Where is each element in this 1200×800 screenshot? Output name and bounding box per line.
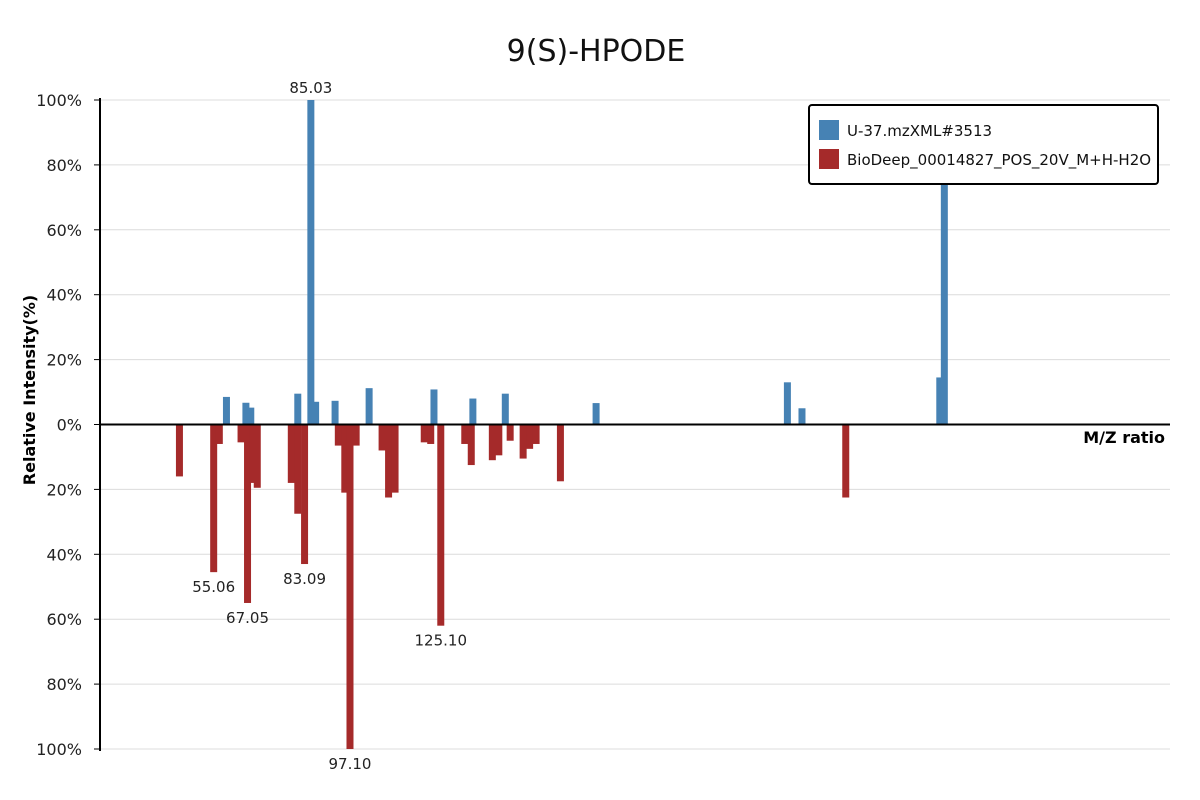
query-peak-bar [307,100,315,425]
reference-peak-bar [175,424,183,477]
reference-peak-bar [506,424,514,441]
peak-label: 67.05 [226,609,269,627]
legend-swatch-series-1 [819,120,839,140]
reference-peak-bar [532,424,540,444]
query-peak-bar [365,388,373,425]
query-peak-bar [430,389,438,425]
query-peak-bar [242,402,250,425]
y-tick-label: 20% [46,351,82,370]
reference-peak-bar [334,424,342,446]
query-peak-bar [469,398,477,425]
peak-label: 97.10 [329,755,372,773]
peak-labels: 85.03 55.06 67.05 83.09 97.10 125.10 [192,79,467,773]
peak-label: 125.10 [415,632,468,650]
y-tick-label: 40% [46,545,82,564]
legend-label-series-2: BioDeep_00014827_POS_20V_M+H-H2O [847,151,1151,170]
reference-peak-bar [427,424,435,444]
query-peak-bar [294,393,302,425]
y-tick-label: 0% [57,416,82,435]
y-tick-label: 80% [46,675,82,694]
query-peak-bar [936,377,944,425]
reference-peak-bar [287,424,295,483]
peak-label: 55.06 [192,578,235,596]
legend-label-series-1: U-37.mzXML#3513 [847,122,992,140]
legend-swatch-series-2 [819,149,839,169]
y-tick-label: 40% [46,286,82,305]
reference-peak-bar [385,424,393,498]
reference-peak-bar [519,424,527,459]
grid [100,99,1170,750]
query-peak-bar [783,382,791,425]
y-tick-label: 60% [46,221,82,240]
query-peak-bar [331,400,339,425]
reference-peak-bar [249,424,257,483]
reference-peak-bar [467,424,475,466]
y-axis-ticks: 100% 80% 60% 40% 20% 0% 20% 40% 60% 80% 100% [36,91,100,759]
reference-peak-bar [301,424,309,565]
query-peak-bar [798,408,806,425]
y-tick-label: 100% [36,740,82,759]
reference-peak-bar [244,424,252,603]
peak-label: 83.09 [283,570,326,588]
reference-peak-bar [842,424,850,498]
reference-peak-bar [437,424,445,626]
query-peak-bar [940,177,948,425]
reference-peak-bar [294,424,302,514]
reference-peak-bar [495,424,503,456]
reference-peak-bar [210,424,218,573]
query-peak-bar [312,401,320,425]
legend: U-37.mzXML#3513 BioDeep_00014827_POS_20V… [808,104,1159,185]
chart-title: 9(S)-HPODE [507,34,686,69]
x-axis-title: M/Z ratio [1083,428,1165,447]
reference-peak-bar [346,424,354,749]
query-peak-bar [247,407,255,425]
reference-peak-bar [237,424,245,443]
y-tick-label: 20% [46,480,82,499]
y-tick-label: 80% [46,156,82,175]
y-tick-label: 100% [36,91,82,110]
legend-box [808,104,1159,185]
reference-peak-bar [391,424,399,493]
y-tick-label: 60% [46,610,82,629]
reference-peak-bar [215,424,223,444]
reference-peak-bar [461,424,469,444]
query-peak-bar [222,396,230,425]
reference-peak-bar [556,424,564,482]
reference-peak-bar [352,424,360,446]
peak-bars [175,100,948,749]
reference-peak-bar [526,424,534,449]
query-peak-bar [501,393,509,425]
peak-label: 85.03 [289,79,332,97]
reference-peak-bar [488,424,496,461]
reference-peak-bar [378,424,386,451]
reference-peak-bar [420,424,428,443]
y-axis-title: Relative Intensity(%) [20,295,39,485]
reference-peak-bar [341,424,349,493]
reference-peak-bar [253,424,261,488]
query-peak-bar [592,403,600,425]
